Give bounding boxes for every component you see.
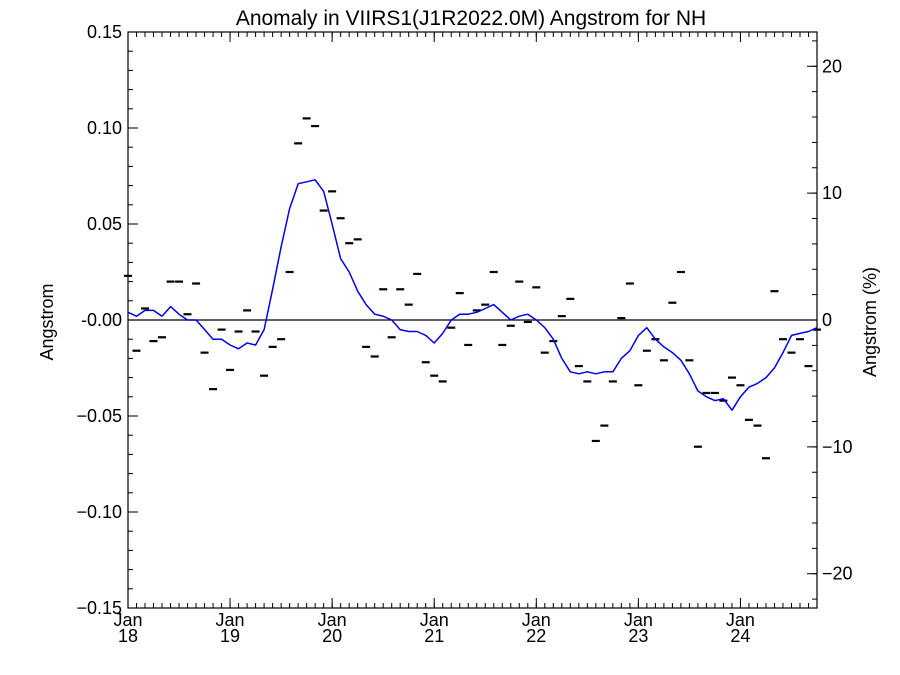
monthly-series (124, 117, 821, 460)
x-tick-label-year: 19 (220, 626, 240, 646)
y-axis-left: 0.15 0.10 0.05 -0.00 −0.05 −0.10 −0.15 (76, 22, 138, 618)
x-tick-label-month: Jan (522, 610, 551, 630)
y-tick-label-left: -0.00 (81, 310, 122, 330)
x-tick-label-year: 18 (118, 626, 138, 646)
y-tick-label-right: −20 (822, 564, 853, 584)
y-tick-label-left: 0.10 (87, 118, 122, 138)
y-axis-label-left: Angstrom (37, 283, 57, 360)
smoothed-series (127, 179, 818, 411)
y-tick-label-right: −10 (822, 437, 853, 457)
y-tick-label-right: 20 (822, 56, 842, 76)
y-axis-label-right: Angstrom (%) (860, 267, 880, 377)
x-tick-label-month: Jan (420, 610, 449, 630)
y-tick-label-left: −0.10 (76, 502, 122, 522)
y-tick-label-left: 0.05 (87, 214, 122, 234)
x-tick-label-year: 23 (628, 626, 648, 646)
x-tick-label-month: Jan (216, 610, 245, 630)
x-tick-label-year: 22 (526, 626, 546, 646)
y-tick-label-left: −0.05 (76, 406, 122, 426)
x-tick-label-year: 24 (730, 626, 750, 646)
chart-title: Anomaly in VIIRS1(J1R2022.0M) Angstrom f… (236, 7, 706, 30)
y-tick-label-left: 0.15 (87, 22, 122, 42)
y-tick-label-left: −0.15 (76, 598, 122, 618)
y-axis-right: 20 10 0 −10 −20 (807, 40, 853, 600)
y-tick-label-right: 0 (822, 310, 832, 330)
x-tick-label-year: 20 (322, 626, 342, 646)
x-tick-label-month: Jan (113, 610, 142, 630)
x-tick-label-month: Jan (726, 610, 755, 630)
x-tick-label-month: Jan (624, 610, 653, 630)
smoothed-line (127, 179, 818, 411)
x-tick-label-year: 21 (424, 626, 444, 646)
y-tick-label-right: 10 (822, 183, 842, 203)
x-tick-label-month: Jan (318, 610, 347, 630)
